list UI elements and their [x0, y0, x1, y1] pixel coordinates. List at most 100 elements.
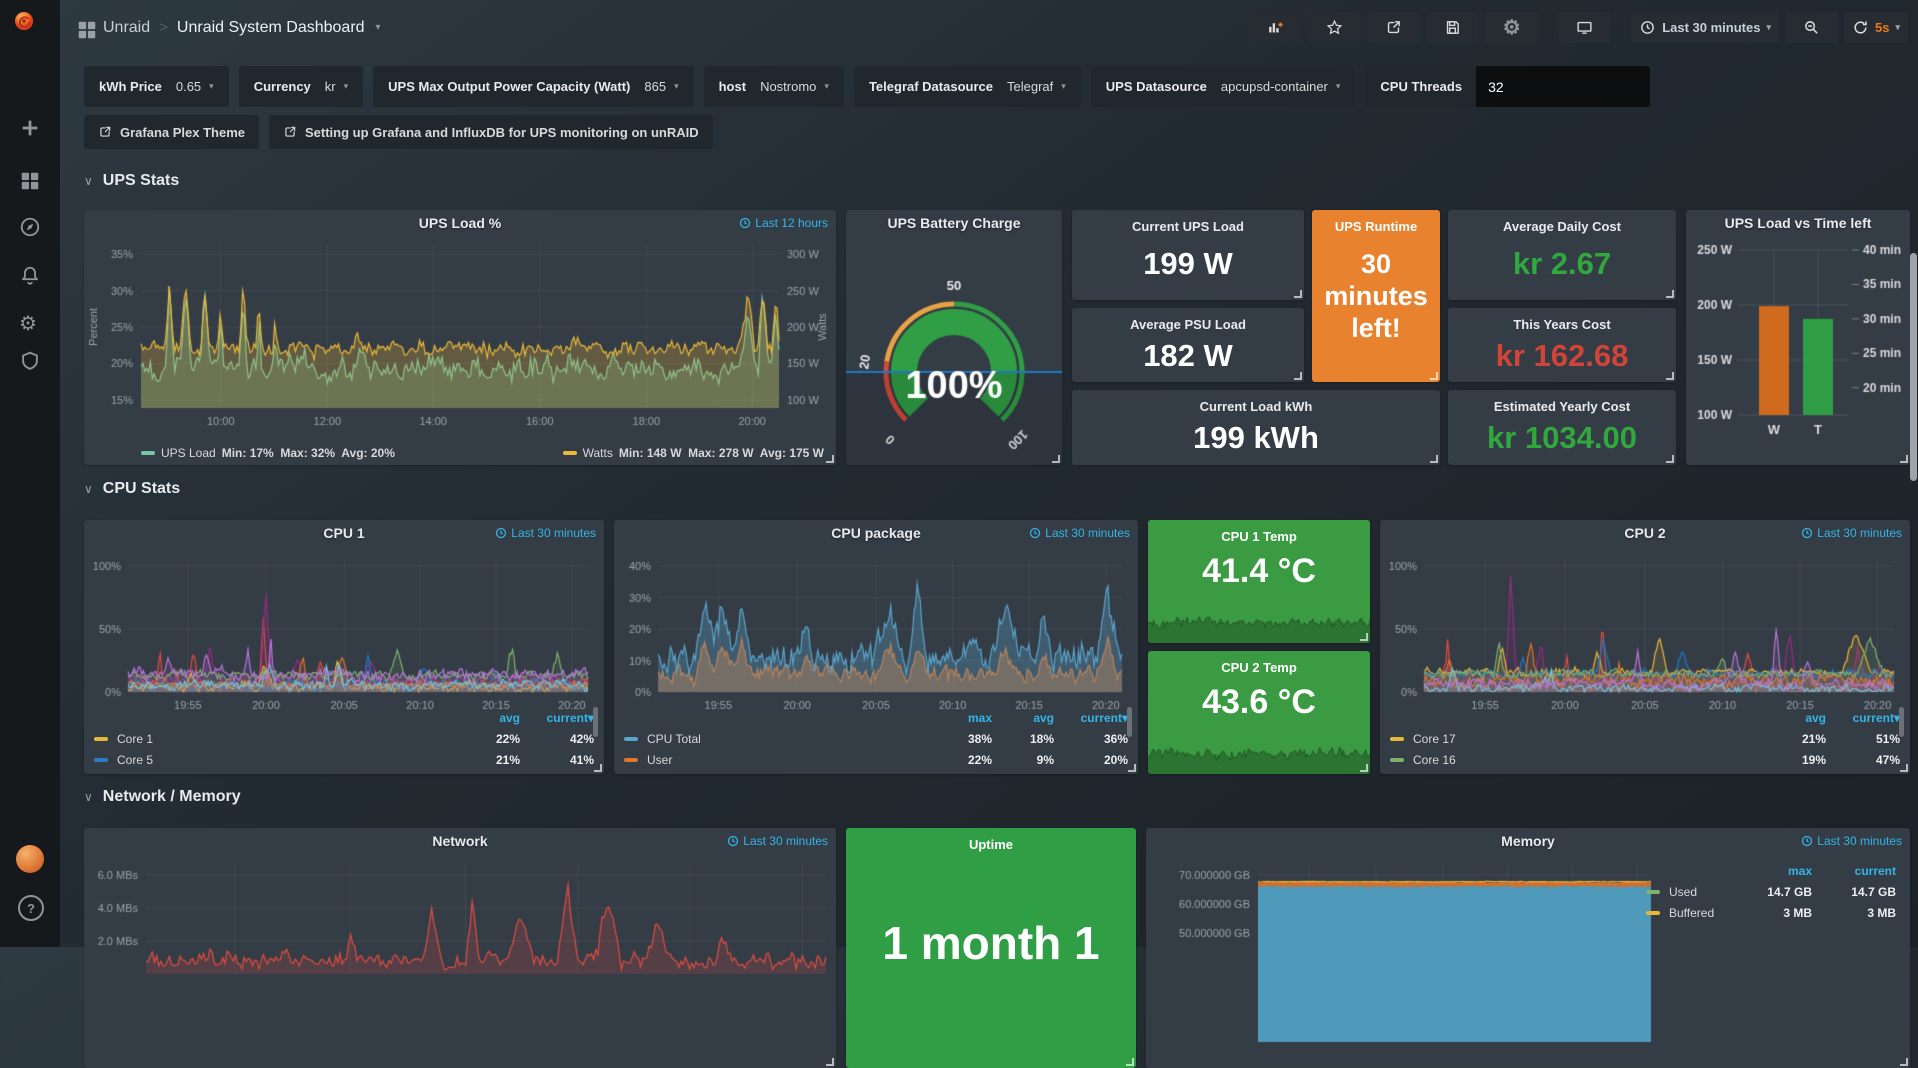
refresh-interval-label[interactable]: 5s — [1875, 20, 1890, 35]
variable-kwh-price[interactable]: kWh Price 0.65 ▾ — [84, 66, 229, 107]
section-title: CPU Stats — [102, 480, 181, 497]
network-chart[interactable] — [84, 854, 836, 1068]
user-avatar[interactable] — [16, 845, 44, 873]
stat-title[interactable]: Average Daily Cost — [1502, 219, 1621, 234]
legend-sort-max[interactable]: max — [967, 710, 992, 725]
cpu1-chart[interactable] — [84, 520, 604, 774]
panel-title[interactable]: CPU 1 — [323, 525, 365, 541]
apps-grid-icon[interactable] — [76, 19, 96, 38]
stat-title[interactable]: This Years Cost — [1513, 317, 1611, 332]
legend-scrollbar[interactable] — [1127, 707, 1132, 737]
variable-host[interactable]: host Nostromo ▾ — [703, 66, 844, 107]
legend-ups-load[interactable]: UPS Load Min: 17% Max: 32% Avg: 20% — [141, 446, 395, 460]
section-network-memory[interactable]: ∨ Network / Memory — [84, 788, 241, 806]
panel-title[interactable]: Network — [432, 833, 488, 849]
cpu2-chart[interactable] — [1380, 520, 1910, 774]
legend-sort-avg[interactable]: avg — [1033, 710, 1054, 725]
grafana-logo[interactable] — [13, 10, 47, 44]
legend-sort-avg[interactable]: avg — [499, 710, 520, 725]
legend-scrollbar[interactable] — [593, 707, 598, 737]
explore-compass-icon[interactable] — [19, 216, 41, 238]
stat-title[interactable]: Estimated Yearly Cost — [1493, 399, 1631, 414]
variable-telegraf-datasource[interactable]: Telegraf Datasource Telegraf ▾ — [853, 66, 1081, 107]
stat-title[interactable]: Average PSU Load — [1130, 317, 1246, 332]
stat-title[interactable]: Current UPS Load — [1132, 219, 1244, 234]
legend-sort-current[interactable]: current — [1854, 863, 1896, 878]
stat-title[interactable]: Uptime — [968, 837, 1014, 852]
legend-series-cpu-total[interactable]: CPU Total — [624, 732, 930, 746]
legend-sort-max[interactable]: max — [1787, 863, 1812, 878]
variable-ups-max-output[interactable]: UPS Max Output Power Capacity (Watt) 865 ▾ — [373, 66, 694, 107]
breadcrumb-root[interactable]: Unraid — [103, 18, 151, 36]
add-icon[interactable] — [19, 117, 41, 139]
page-scrollbar[interactable] — [1910, 253, 1917, 481]
time-label: Last 30 minutes — [1045, 526, 1130, 540]
legend-watts[interactable]: Watts Min: 148 W Max: 278 W Avg: 175 W — [562, 446, 824, 460]
refresh-interval-caret-icon[interactable]: ▾ — [1895, 22, 1900, 32]
panel-title[interactable]: UPS Load % — [418, 215, 502, 231]
panel-title[interactable]: CPU 2 — [1624, 525, 1666, 541]
sidebar: ⚙ ? — [0, 0, 60, 947]
configuration-gear-icon[interactable]: ⚙ — [19, 313, 37, 335]
cpu-package-chart[interactable] — [614, 520, 1138, 774]
zoom-out-button[interactable] — [1785, 12, 1838, 43]
section-cpu-stats[interactable]: ∨ CPU Stats — [84, 480, 180, 498]
stat-title[interactable]: CPU 2 Temp — [1221, 660, 1297, 675]
link-ups-monitoring-guide[interactable]: Setting up Grafana and InfluxDB for UPS … — [269, 115, 713, 149]
link-grafana-plex-theme[interactable]: Grafana Plex Theme — [84, 115, 259, 149]
panel-cpu2: CPU 2 Last 30 minutes avg current▾ Core 1… — [1380, 520, 1910, 774]
server-admin-shield-icon[interactable] — [19, 350, 41, 372]
section-ups-stats[interactable]: ∨ UPS Stats — [84, 172, 179, 190]
stat-value: kr 1034.00 — [1487, 420, 1637, 455]
load-vs-time-bar-chart[interactable] — [1686, 210, 1910, 465]
stat-title[interactable]: Current Load kWh — [1199, 399, 1313, 414]
settings-gear-button[interactable]: ⚙ — [1485, 12, 1539, 43]
cpu1-legend: avg current▾ Core 1 22% 42% Core 5 21% 41% — [94, 707, 598, 770]
legend-sort-avg[interactable]: avg — [1805, 710, 1826, 725]
caret-down-icon: ▾ — [1335, 81, 1341, 91]
legend-sort-current[interactable]: current▾ — [546, 710, 594, 725]
tv-mode-button[interactable] — [1558, 12, 1612, 43]
dashboards-icon[interactable] — [19, 170, 41, 192]
legend-row: Core 17 21% 51% — [1390, 728, 1900, 749]
panel-title[interactable]: UPS Load vs Time left — [1724, 215, 1872, 231]
stat-title[interactable]: UPS Runtime — [1334, 219, 1418, 234]
cpu2-legend: avg current▾ Core 17 21% 51% Core 16 19% 47% — [1390, 707, 1904, 770]
help-icon[interactable]: ? — [18, 895, 44, 921]
legend-series-core1[interactable]: Core 1 — [94, 732, 458, 746]
legend-series-user[interactable]: User — [624, 753, 930, 767]
legend-series-core17[interactable]: Core 17 — [1390, 732, 1764, 746]
panel-title[interactable]: Memory — [1501, 833, 1555, 849]
legend-row: User 22% 9% 20% — [624, 749, 1128, 770]
panel-title[interactable]: UPS Battery Charge — [887, 215, 1021, 231]
add-panel-button[interactable] — [1249, 12, 1303, 43]
dashboard-title-caret-icon[interactable]: ▾ — [375, 22, 381, 33]
stat-value: 30 minutes left! — [1324, 249, 1428, 343]
legend-sort-current[interactable]: current▾ — [1080, 710, 1128, 725]
panel-title[interactable]: CPU package — [831, 525, 921, 541]
legend-sort-current[interactable]: current▾ — [1852, 710, 1900, 725]
dashboard-title[interactable]: Unraid System Dashboard — [176, 18, 365, 36]
panel-ups-battery-gauge: UPS Battery Charge — [846, 210, 1062, 465]
cpu-threads-input[interactable] — [1476, 66, 1651, 107]
sort-caret-icon: ▾ — [1121, 710, 1128, 725]
legend-series-core5[interactable]: Core 5 — [94, 753, 458, 767]
legend-series-buffered[interactable]: Buffered — [1646, 906, 1728, 920]
variable-label: kWh Price — [99, 79, 162, 94]
battery-gauge — [846, 210, 1062, 465]
save-button[interactable] — [1426, 12, 1480, 43]
time-range-picker[interactable]: Last 30 minutes ▾ — [1631, 12, 1779, 43]
variable-ups-datasource[interactable]: UPS Datasource apcupsd-container ▾ — [1090, 66, 1356, 107]
star-button[interactable] — [1308, 12, 1362, 43]
ups-load-chart[interactable] — [84, 210, 836, 465]
variable-currency[interactable]: Currency kr ▾ — [238, 66, 364, 107]
refresh-button[interactable]: 5s ▾ — [1844, 12, 1908, 43]
legend-series-core16[interactable]: Core 16 — [1390, 753, 1764, 767]
variable-cpu-threads: CPU Threads — [1365, 66, 1651, 107]
share-button[interactable] — [1367, 12, 1421, 43]
legend-series-used[interactable]: Used — [1646, 885, 1728, 899]
alerting-bell-icon[interactable] — [19, 265, 41, 287]
external-link-icon — [285, 126, 296, 137]
stat-title[interactable]: CPU 1 Temp — [1221, 529, 1297, 544]
legend-scrollbar[interactable] — [1899, 707, 1904, 737]
